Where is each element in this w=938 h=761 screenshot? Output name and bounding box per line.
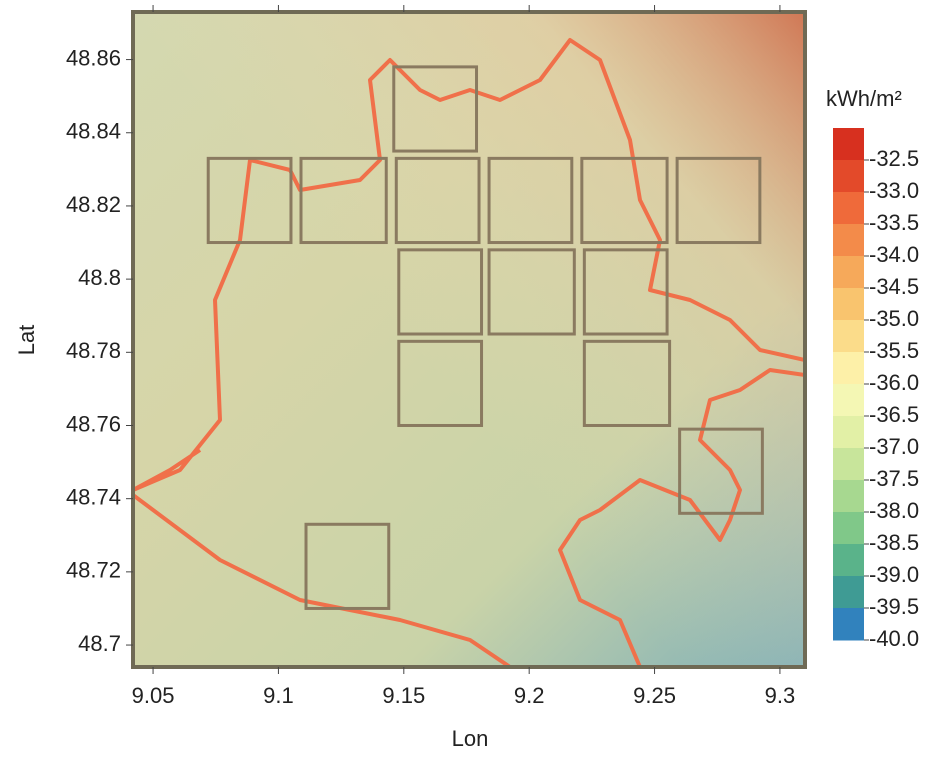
grid-box bbox=[299, 156, 388, 245]
grid-box bbox=[392, 65, 479, 153]
grid-box bbox=[394, 156, 481, 245]
grid-box bbox=[582, 339, 672, 427]
colorbar-tick-label: -37.0 bbox=[869, 434, 919, 459]
grid-box bbox=[678, 427, 764, 515]
grid-box bbox=[397, 339, 484, 427]
colorbar-band bbox=[833, 448, 864, 481]
grid-box bbox=[206, 156, 293, 245]
grid-box bbox=[675, 156, 762, 245]
y-tick-label: 48.86 bbox=[66, 45, 121, 70]
colorbar-band bbox=[833, 288, 864, 321]
colorbar-title: kWh/m² bbox=[826, 86, 902, 111]
colorbar-band bbox=[833, 608, 864, 641]
colorbar-tick-label: -35.0 bbox=[869, 306, 919, 331]
grid-box bbox=[397, 248, 484, 336]
colorbar-band bbox=[833, 160, 864, 193]
y-tick-label: 48.8 bbox=[78, 265, 121, 290]
colorbar-tick-label: -34.5 bbox=[869, 274, 919, 299]
y-tick-label: 48.82 bbox=[66, 192, 121, 217]
colorbar-band bbox=[833, 512, 864, 545]
x-tick-label: 9.25 bbox=[633, 683, 676, 708]
y-tick-label: 48.7 bbox=[78, 631, 121, 656]
grid-box bbox=[582, 248, 669, 336]
grid-box bbox=[580, 156, 669, 245]
colorbar-band bbox=[833, 224, 864, 257]
colorbar-tick-label: -38.5 bbox=[869, 530, 919, 555]
y-axis-label: Lat bbox=[14, 325, 39, 356]
colorbar-tick-label: -37.5 bbox=[869, 466, 919, 491]
y-tick-label: 48.78 bbox=[66, 338, 121, 363]
colorbar-tick-label: -32.5 bbox=[869, 146, 919, 171]
district-boundary bbox=[133, 38, 805, 667]
x-tick-label: 9.2 bbox=[514, 683, 545, 708]
colorbar-band bbox=[833, 480, 864, 513]
x-tick-label: 9.05 bbox=[132, 683, 175, 708]
colorbar-band bbox=[833, 544, 864, 577]
colorbar-band bbox=[833, 128, 864, 161]
map-background bbox=[133, 12, 805, 667]
colorbar-band bbox=[833, 352, 864, 385]
grid-box bbox=[487, 156, 574, 245]
colorbar-tick-label: -33.0 bbox=[869, 178, 919, 203]
x-tick-label: 9.3 bbox=[765, 683, 796, 708]
colorbar-tick-label: -39.5 bbox=[869, 594, 919, 619]
x-tick-label: 9.15 bbox=[382, 683, 425, 708]
colorbar-tick-label: -36.0 bbox=[869, 370, 919, 395]
y-tick-label: 48.72 bbox=[66, 558, 121, 583]
colorbar-band bbox=[833, 576, 864, 609]
grid-box bbox=[304, 522, 391, 610]
colorbar-tick-label: -40.0 bbox=[869, 626, 919, 651]
colorbar-band bbox=[833, 320, 864, 353]
plot-frame bbox=[131, 10, 807, 669]
colorbar-tick-label: -33.5 bbox=[869, 210, 919, 235]
y-tick-label: 48.76 bbox=[66, 411, 121, 436]
colorbar-tick-label: -39.0 bbox=[869, 562, 919, 587]
colorbar-band bbox=[833, 256, 864, 289]
colorbar-band bbox=[833, 416, 864, 449]
colorbar-tick-label: -34.0 bbox=[869, 242, 919, 267]
colorbar-tick-label: -36.5 bbox=[869, 402, 919, 427]
colorbar-tick-label: -35.5 bbox=[869, 338, 919, 363]
colorbar-band bbox=[833, 192, 864, 225]
colorbar-band bbox=[833, 384, 864, 417]
grid-box bbox=[487, 248, 576, 336]
x-tick-label: 9.1 bbox=[263, 683, 294, 708]
colorbar-tick-label: -38.0 bbox=[869, 498, 919, 523]
y-tick-label: 48.84 bbox=[66, 119, 121, 144]
x-axis-label: Lon bbox=[452, 726, 489, 751]
y-tick-label: 48.74 bbox=[66, 484, 121, 509]
